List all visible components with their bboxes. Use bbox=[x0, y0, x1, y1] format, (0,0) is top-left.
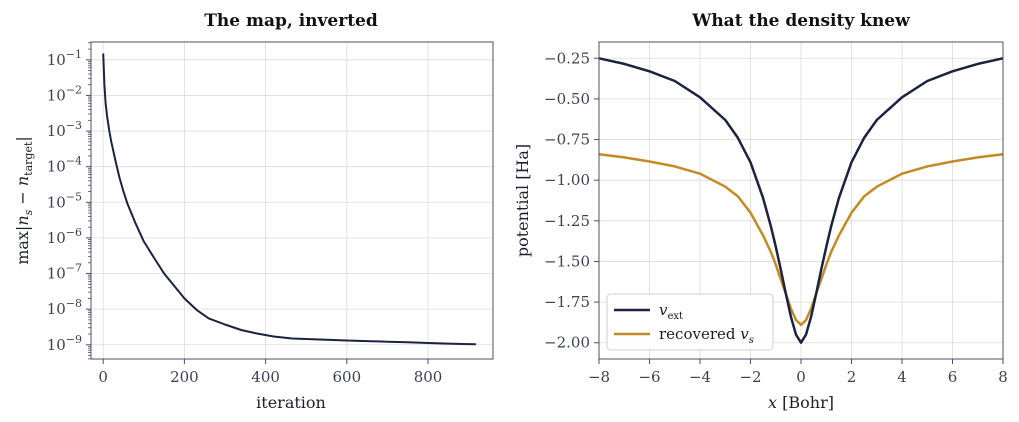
series-line-v-ext bbox=[598, 57, 1004, 344]
right-y-tick-label: −1.75 bbox=[544, 293, 590, 311]
right-y-ticks: −2.00 −1.75 −1.50 −1.25 −1.00 −0.75 −0.50 −0.25 bbox=[544, 49, 599, 352]
right-x-tick-label: −4 bbox=[689, 368, 711, 386]
right-y-tick-label: −1.50 bbox=[544, 252, 590, 270]
right-plot-area bbox=[598, 57, 1004, 344]
left-plot-area bbox=[102, 53, 476, 346]
right-panel: What the density knew −8 −6 −4 −2 0 2 4 6 8 −2.0… bbox=[513, 11, 1008, 412]
left-y-tick-label: 10−3 bbox=[47, 119, 82, 140]
right-y-tick-label: −1.25 bbox=[544, 212, 590, 230]
legend-box bbox=[606, 293, 774, 351]
left-x-tick-label: 600 bbox=[332, 368, 361, 386]
right-y-tick-label: −0.25 bbox=[544, 49, 590, 67]
left-axes-frame bbox=[90, 41, 494, 360]
right-x-tick-label: −8 bbox=[588, 368, 610, 386]
left-y-tick-label: 10−1 bbox=[47, 48, 82, 69]
right-y-tick-label: −0.50 bbox=[544, 90, 590, 108]
left-y-tick-label: 10−6 bbox=[47, 226, 82, 247]
right-x-tick-label: 8 bbox=[998, 368, 1008, 386]
right-y-tick-label: −1.00 bbox=[544, 171, 590, 189]
left-y-tick-label: 10−9 bbox=[47, 333, 82, 354]
left-x-tick-label: 800 bbox=[414, 368, 443, 386]
left-x-tick-label: 200 bbox=[170, 368, 199, 386]
right-x-label: x [Bohr] bbox=[768, 393, 834, 412]
left-y-ticks: 10−9 10−8 10−7 10−6 10−5 10−4 10−3 10−2 10−1 bbox=[47, 42, 91, 360]
right-x-tick-label: 4 bbox=[897, 368, 907, 386]
series-line-recovered-v-s bbox=[598, 152, 1004, 327]
right-x-tick-label: −6 bbox=[638, 368, 660, 386]
legend: vext recovered vs bbox=[606, 293, 774, 351]
right-y-tick-label: −0.75 bbox=[544, 131, 590, 149]
right-x-ticks: −8 −6 −4 −2 0 2 4 6 8 bbox=[588, 359, 1008, 386]
left-y-tick-label: 10−2 bbox=[47, 83, 82, 104]
legend-label-v-ext: vext bbox=[659, 301, 683, 322]
legend-label-recovered-v-s: recovered vs bbox=[659, 325, 754, 346]
left-series-line bbox=[102, 53, 476, 346]
right-x-tick-label: −2 bbox=[739, 368, 761, 386]
left-x-tick-label: 400 bbox=[251, 368, 280, 386]
left-y-tick-label: 10−4 bbox=[47, 155, 82, 176]
right-x-tick-label: 0 bbox=[796, 368, 806, 386]
left-y-label: max|ns − ntarget| bbox=[13, 136, 35, 265]
left-title: The map, inverted bbox=[204, 11, 378, 31]
right-title: What the density knew bbox=[691, 11, 910, 31]
left-x-ticks: 0 200 400 600 800 bbox=[98, 359, 442, 386]
left-x-tick-label: 0 bbox=[98, 368, 108, 386]
left-y-tick-label: 10−7 bbox=[47, 262, 82, 283]
left-y-tick-label: 10−8 bbox=[47, 297, 82, 318]
right-x-tick-label: 2 bbox=[847, 368, 857, 386]
right-x-tick-label: 6 bbox=[948, 368, 958, 386]
left-grid bbox=[91, 42, 493, 359]
right-y-tick-label: −2.00 bbox=[544, 334, 590, 352]
left-y-tick-label: 10−5 bbox=[47, 190, 82, 211]
left-panel: The map, inverted 0 200 400 600 800 10−9 10−8… bbox=[13, 11, 494, 412]
right-y-label: potential [Ha] bbox=[513, 144, 532, 257]
left-x-label: iteration bbox=[256, 393, 326, 412]
